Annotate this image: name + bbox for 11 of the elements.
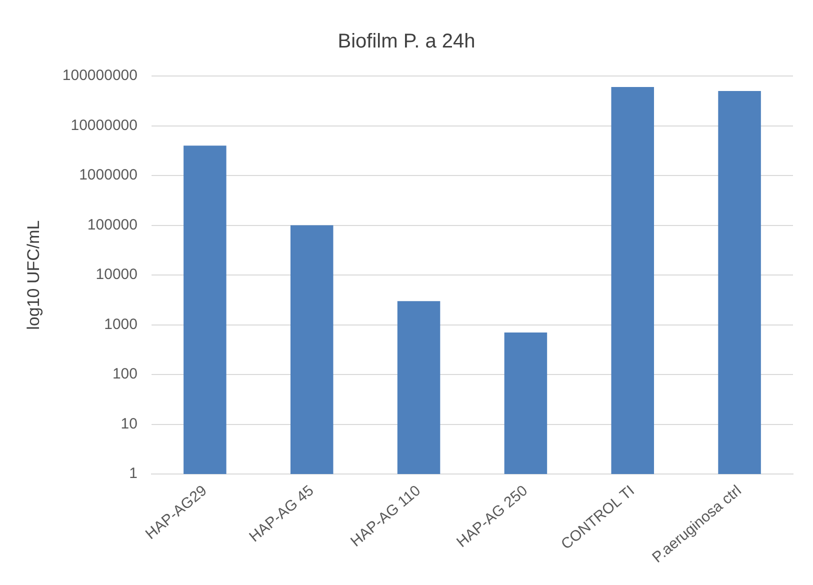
chart-title: Biofilm P. a 24h — [338, 30, 476, 53]
y-tick-label: 1000 — [104, 316, 138, 333]
y-tick-label: 100 — [112, 366, 138, 383]
y-tick-label: 100000 — [87, 216, 138, 234]
y-tick-label: 10 — [120, 415, 138, 432]
y-tick-label: 10000000 — [70, 116, 138, 134]
y-tick-label: 10000 — [96, 266, 138, 284]
y-tick-label: 1000000 — [79, 166, 138, 184]
y-tick-label: 100000000 — [62, 67, 138, 84]
y-tick-label: 1 — [129, 465, 138, 482]
y-axis-title: log10 UFC/mL — [24, 220, 43, 330]
